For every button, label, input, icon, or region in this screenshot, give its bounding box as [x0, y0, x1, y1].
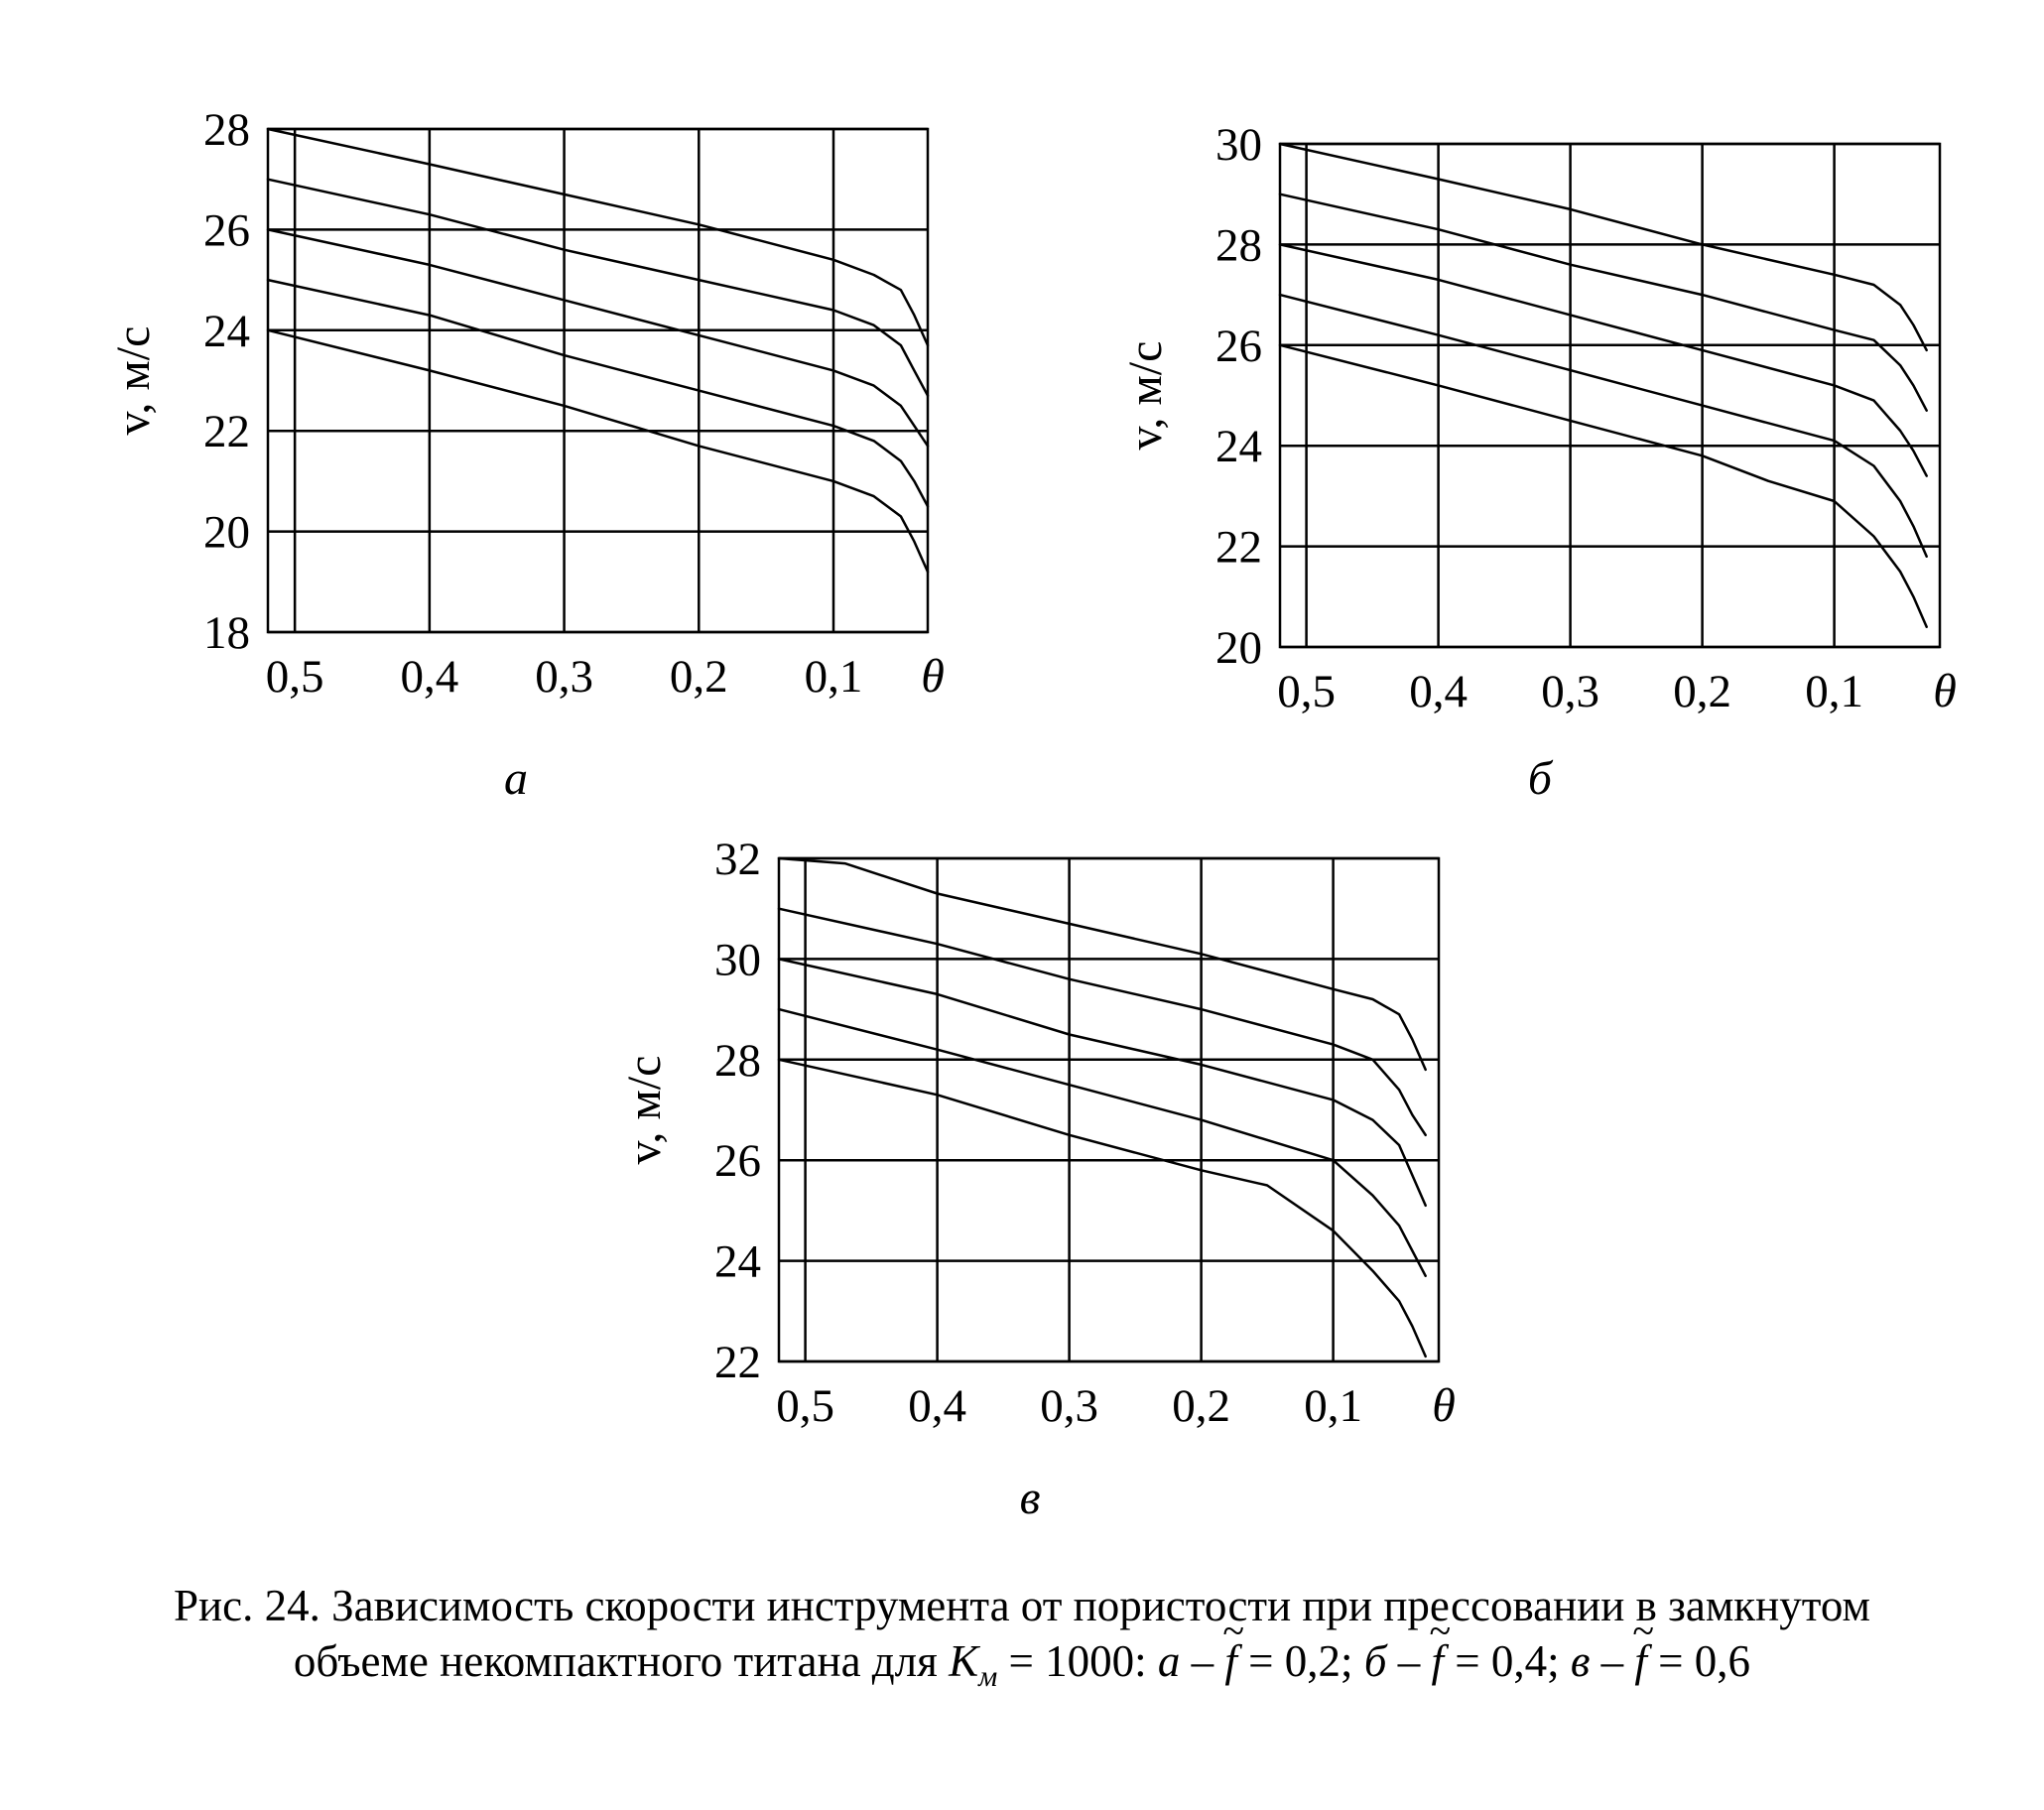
- x-tick-label: 0,5: [1277, 666, 1336, 717]
- series-line-4: [266, 278, 930, 508]
- x-axis-label: θ: [1432, 1379, 1456, 1432]
- y-tick-label: 22: [714, 1337, 761, 1388]
- x-tick-label: 0,4: [908, 1380, 966, 1432]
- panel-label: а: [504, 752, 528, 805]
- y-tick-label: 22: [1215, 522, 1262, 574]
- caption-label-a: а: [1157, 1636, 1181, 1686]
- series-line-3: [777, 958, 1427, 1208]
- y-tick-label: 26: [203, 204, 250, 256]
- caption-f-tilde: f: [1222, 1604, 1243, 1689]
- caption-text: объеме некомпактного титана для: [293, 1636, 950, 1686]
- y-tick-label: 28: [203, 104, 250, 156]
- caption-label-v: в: [1570, 1636, 1591, 1686]
- series-line-3: [266, 228, 930, 448]
- y-tick-label: 22: [203, 406, 250, 457]
- series-line-4: [1278, 293, 1928, 558]
- x-tick-label: 0,4: [400, 651, 458, 703]
- series-line-1: [777, 856, 1427, 1072]
- x-tick-label: 0,3: [1541, 666, 1599, 717]
- caption-k-symbol: K: [949, 1636, 979, 1686]
- x-tick-label: 0,1: [1805, 666, 1863, 717]
- chart-panel-б: 20 22 24 26 28 30 0,5 0,4 0,3 0,2 0,1 θ v, м/с б: [1119, 119, 1957, 805]
- x-tick-label: 0,4: [1409, 666, 1468, 717]
- series-line-2: [777, 907, 1427, 1137]
- caption-line-2: объеме некомпактного титана для Kм = 100…: [0, 1604, 2044, 1705]
- chart-panel-в: 22 24 26 28 30 32 0,5 0,4 0,3 0,2 0,1 θ v, м/с в: [618, 834, 1456, 1524]
- series-line-3: [1278, 243, 1928, 477]
- x-tick-label: 0,1: [805, 651, 863, 703]
- series-line-2: [266, 178, 930, 397]
- y-tick-label: 24: [203, 306, 250, 357]
- series-line-5: [266, 328, 930, 574]
- y-tick-label: 18: [203, 607, 250, 659]
- series-line-4: [777, 1007, 1427, 1278]
- caption-k-value: = 1000:: [997, 1636, 1158, 1686]
- panel-label: б: [1528, 752, 1554, 805]
- x-axis-label: θ: [1933, 665, 1957, 717]
- caption-label-b: б: [1363, 1636, 1387, 1686]
- x-tick-label: 0,2: [1172, 1380, 1230, 1432]
- series-line-5: [777, 1058, 1427, 1358]
- y-tick-label: 24: [1215, 421, 1262, 472]
- caption-f-tilde: f: [1632, 1604, 1653, 1689]
- series-line-1: [266, 127, 930, 347]
- x-tick-label: 0,2: [670, 651, 728, 703]
- y-axis-label: v, м/с: [107, 326, 160, 436]
- plot-frame: [777, 856, 1441, 1363]
- x-tick-label: 0,5: [776, 1380, 834, 1432]
- y-tick-label: 20: [1215, 622, 1262, 674]
- y-axis-label: v, м/с: [618, 1056, 671, 1165]
- x-tick-label: 0,5: [266, 651, 324, 703]
- caption-dash: –: [1386, 1636, 1432, 1686]
- y-tick-label: 30: [1215, 119, 1262, 171]
- plot-frame: [266, 127, 930, 634]
- y-tick-label: 28: [714, 1035, 761, 1087]
- x-tick-label: 0,1: [1304, 1380, 1362, 1432]
- caption-line-1: Рис. 24. Зависимость скорости инструмент…: [174, 1581, 1870, 1630]
- y-axis-label: v, м/с: [1119, 341, 1172, 451]
- plot-frame: [1278, 142, 1942, 649]
- panel-label: в: [1020, 1472, 1041, 1524]
- caption-f-tilde: f: [1430, 1604, 1451, 1689]
- y-tick-label: 30: [714, 934, 761, 985]
- y-tick-label: 28: [1215, 219, 1262, 271]
- x-tick-label: 0,3: [535, 651, 593, 703]
- caption-value-a: = 0,2;: [1236, 1636, 1364, 1686]
- figure-caption: Рис. 24. Зависимость скорости инструмент…: [0, 1578, 2044, 1705]
- x-tick-label: 0,2: [1673, 666, 1731, 717]
- caption-dash: –: [1590, 1636, 1635, 1686]
- caption-dash: –: [1180, 1636, 1225, 1686]
- y-tick-label: 32: [714, 834, 761, 885]
- caption-value-b: = 0,4;: [1443, 1636, 1571, 1686]
- series-line-5: [1278, 343, 1928, 628]
- y-tick-label: 24: [714, 1236, 761, 1288]
- caption-k-subscript: м: [978, 1660, 998, 1693]
- series-line-2: [1278, 193, 1928, 412]
- y-tick-label: 26: [714, 1135, 761, 1187]
- caption-value-v: = 0,6: [1646, 1636, 1751, 1686]
- chart-panel-а: 18 20 22 24 26 28 0,5 0,4 0,3 0,2 0,1 θ v, м/с а: [107, 104, 945, 805]
- series-line-1: [1278, 142, 1928, 352]
- x-axis-label: θ: [921, 650, 945, 703]
- y-tick-label: 26: [1215, 321, 1262, 372]
- y-tick-label: 20: [203, 507, 250, 559]
- x-tick-label: 0,3: [1040, 1380, 1098, 1432]
